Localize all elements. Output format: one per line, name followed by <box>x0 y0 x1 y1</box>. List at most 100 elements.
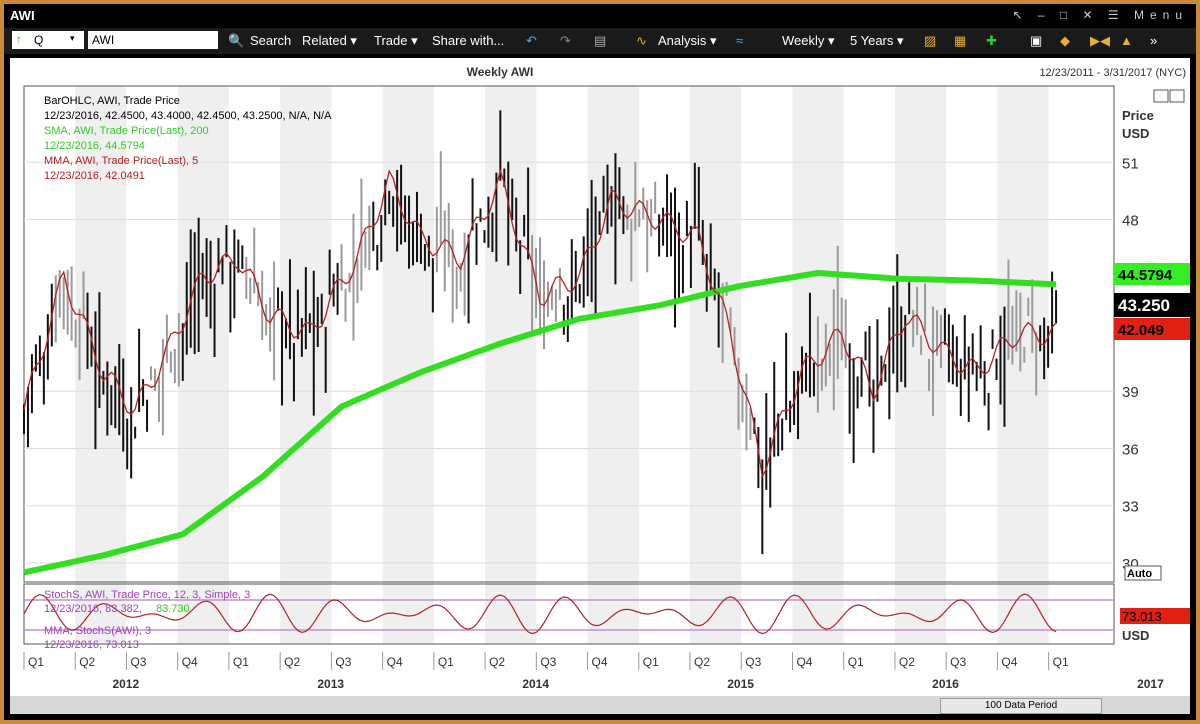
auto-button[interactable] <box>1124 565 1162 581</box>
x-year-label: 2016 <box>932 677 959 691</box>
x-quarter-label: Q2 <box>694 655 710 669</box>
folder-icon[interactable]: ▤ <box>594 33 607 48</box>
legend-sma-value: 12/23/2016, 44.5794 <box>44 140 145 152</box>
window-controls[interactable]: ↖ – □ ✕ ☰ Menu <box>1012 8 1188 22</box>
chevron-down-icon[interactable]: ▾ <box>70 33 75 43</box>
quarter-band <box>587 86 639 644</box>
x-quarter-label: Q4 <box>387 655 403 669</box>
x-quarter-label: Q2 <box>489 655 505 669</box>
x-quarter-label: Q2 <box>284 655 300 669</box>
ticker-value: AWI <box>92 33 115 47</box>
last-price-text: 43.250 <box>1118 296 1170 315</box>
minimize-panel-icon[interactable] <box>1153 89 1169 103</box>
chart-area[interactable]: Weekly AWI 12/23/2011 - 3/31/2017 (NYC) … <box>10 58 1190 698</box>
y-tick-label: 51 <box>1122 155 1139 172</box>
x-quarter-label: Q1 <box>643 655 659 669</box>
x-quarter-label: Q4 <box>796 655 812 669</box>
x-quarter-label: Q3 <box>745 655 761 669</box>
search-icon[interactable]: 🔍 <box>228 33 245 48</box>
upper-legend: BarOHLC, AWI, Trade Price 12/23/2016, 42… <box>44 95 332 182</box>
trade-menu[interactable]: Trade ▾ <box>374 33 418 48</box>
share-menu[interactable]: Share with... <box>432 33 505 48</box>
x-quarter-label: Q4 <box>182 655 198 669</box>
auto-label: Auto <box>1127 568 1152 580</box>
analysis-menu[interactable]: Analysis ▾ <box>658 33 717 48</box>
y-gridlines <box>24 161 1114 564</box>
x-quarter-labels: Q1 Q2 Q3 Q4 Q1 Q2 Q3 Q4 Q1 Q2 Q3 Q4 Q1 Q2 Q3 Q4 Q1 Q2 Q3 Q4… <box>23 652 1069 670</box>
quarter-bands <box>75 86 1049 644</box>
data-period-button[interactable]: 100 Data Period <box>940 698 1102 714</box>
security-type-select[interactable]: ↑ Q ▾ <box>12 31 84 49</box>
stoch-badge-text: 73.013 <box>1122 609 1162 624</box>
x-quarter-label: Q1 <box>1053 655 1069 669</box>
stoch-mma-legend-value: 12/23/2016, 73.013 <box>44 639 139 651</box>
quarter-band <box>382 86 434 644</box>
stoch-axis-currency: USD <box>1122 628 1149 643</box>
x-year-label: 2015 <box>727 677 754 691</box>
y-tick-label: 36 <box>1122 441 1139 458</box>
studies-icon[interactable]: ≈ <box>736 33 744 48</box>
stoch-badge: 73.013 <box>1120 608 1190 624</box>
y-tick-label: 39 <box>1122 384 1139 401</box>
axis-currency-label: USD <box>1122 126 1149 141</box>
stoch-legend: StochS, AWI, Trade Price, 12, 3, Simple,… <box>44 589 250 601</box>
legend-mma-value: 12/23/2016, 42.0491 <box>44 170 145 182</box>
legend-bar: BarOHLC, AWI, Trade Price <box>44 95 180 107</box>
title-bar: AWI ↖ – □ ✕ ☰ Menu <box>4 4 1196 28</box>
x-quarter-label: Q1 <box>28 655 44 669</box>
mma-badge-text: 42.049 <box>1118 322 1164 339</box>
chart-title: Weekly AWI <box>467 65 534 79</box>
x-quarter-label: Q3 <box>130 655 146 669</box>
zoom-icon[interactable]: ▶◀ <box>1090 33 1110 48</box>
quarter-band <box>177 86 229 644</box>
mma-badge: 42.049 <box>1114 318 1190 340</box>
redo-icon[interactable]: ↷ <box>560 33 571 48</box>
range-select[interactable]: 5 Years ▾ <box>850 33 904 48</box>
quarter-band <box>894 86 947 644</box>
mma-5-line <box>23 168 1057 479</box>
sma-200-line <box>23 270 1057 576</box>
analysis-icon[interactable]: ∿ <box>636 33 647 48</box>
stoch-legend-values: 12/23/2016, 83.382, <box>44 603 142 615</box>
sma-badge: 44.5794 <box>1114 263 1190 285</box>
x-year-label: 2017 <box>1137 677 1164 691</box>
chart-style-icon[interactable]: ▦ <box>954 33 967 48</box>
stoch-legend-value2: 83.730 <box>156 603 190 615</box>
up-arrow-icon: ↑ <box>16 32 22 46</box>
y-tick-label: 33 <box>1122 499 1139 516</box>
x-quarter-label: Q2 <box>79 655 95 669</box>
x-quarter-label: Q3 <box>540 655 556 669</box>
period-select[interactable]: Weekly ▾ <box>782 33 835 48</box>
scroll-bar[interactable]: 100 Data Period <box>10 696 1190 714</box>
date-range: 12/23/2011 - 3/31/2017 (NYC) <box>1039 67 1186 79</box>
x-year-label: 2014 <box>522 677 549 691</box>
chart-svg[interactable]: Weekly AWI 12/23/2011 - 3/31/2017 (NYC) … <box>10 58 1190 698</box>
close-panel-icon[interactable] <box>1169 89 1185 103</box>
toolbar: ↑ Q ▾ AWI 🔍 Search Related ▾ Trade ▾ Sha… <box>4 28 1196 54</box>
price-axis: Price USD <box>1122 108 1154 141</box>
window-title: AWI <box>10 8 35 23</box>
ticker-input[interactable]: AWI <box>88 31 218 49</box>
search-button[interactable]: Search <box>250 33 292 48</box>
stoch-line <box>23 593 1057 635</box>
security-type-label: Q <box>34 33 44 47</box>
x-year-labels: 2012 2013 2014 2015 2016 2017 <box>112 677 1164 691</box>
x-quarter-label: Q3 <box>335 655 351 669</box>
scroll-icon[interactable]: ◆ <box>1060 33 1070 48</box>
quarter-band <box>997 86 1049 644</box>
x-year-label: 2013 <box>317 677 344 691</box>
layout-icon[interactable]: ▣ <box>1030 33 1043 48</box>
chart-type-icon[interactable]: ▨ <box>924 33 937 48</box>
x-quarter-label: Q4 <box>592 655 608 669</box>
x-quarter-label: Q4 <box>1001 655 1017 669</box>
crosshair-icon[interactable]: ✚ <box>986 33 997 48</box>
axis-price-label: Price <box>1122 108 1154 123</box>
more-icon[interactable]: » <box>1150 33 1158 48</box>
x-quarter-label: Q1 <box>848 655 864 669</box>
undo-icon[interactable]: ↶ <box>526 33 537 48</box>
updown-icon[interactable]: ▲ <box>1120 33 1133 48</box>
related-menu[interactable]: Related ▾ <box>302 33 357 48</box>
lower-legend: StochS, AWI, Trade Price, 12, 3, Simple,… <box>44 589 250 651</box>
quarter-band <box>280 86 332 644</box>
